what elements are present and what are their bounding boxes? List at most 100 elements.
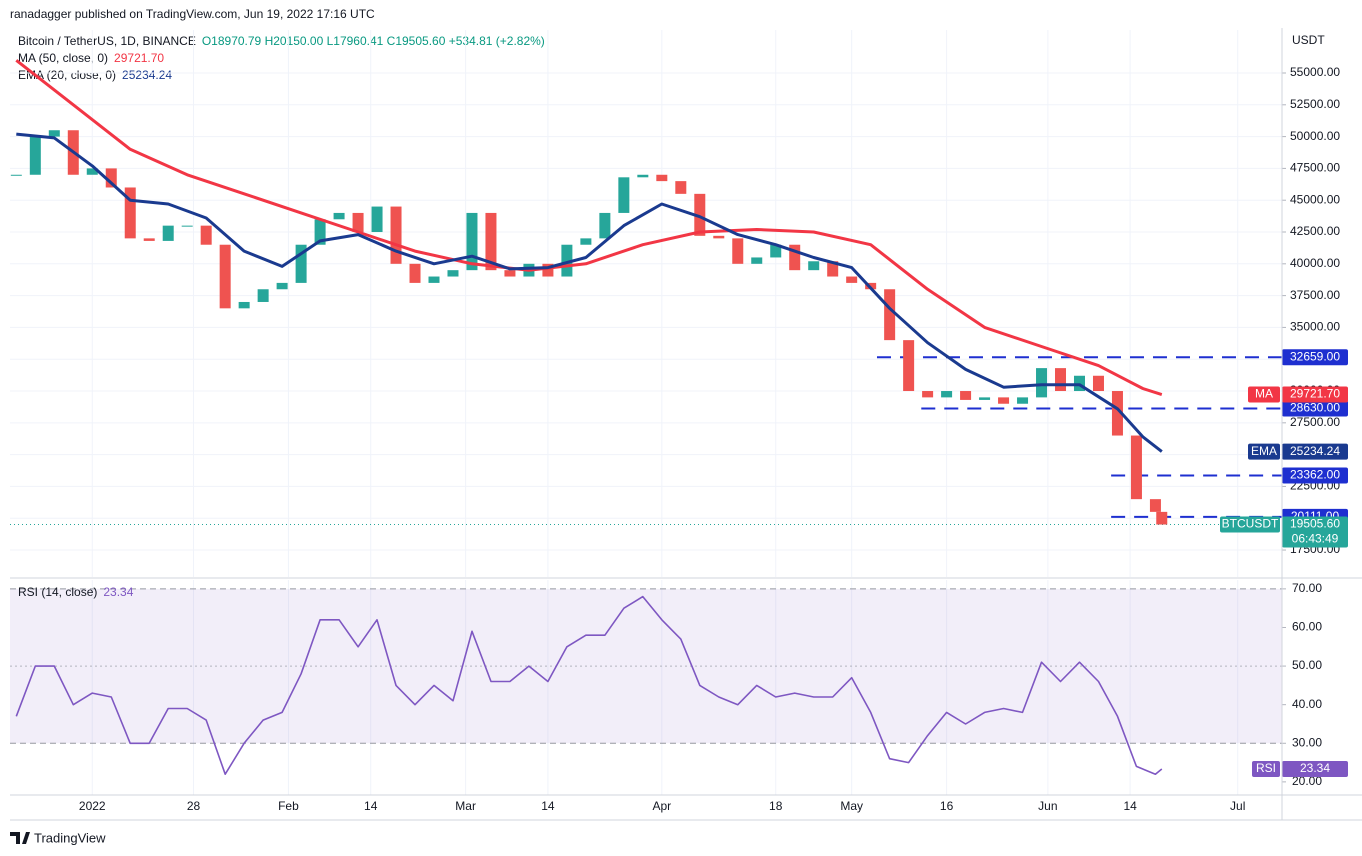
candle: [48, 130, 60, 137]
candle: [1017, 397, 1029, 404]
level-label: 28630.00: [1290, 401, 1340, 415]
candle: [504, 270, 516, 277]
candle: [257, 289, 269, 302]
rsi-legend-value: 23.34: [103, 585, 133, 599]
series-name-box: [1248, 386, 1280, 403]
candle: [618, 177, 630, 213]
y-tick-label: 40000.00: [1290, 256, 1340, 270]
candle: [751, 257, 763, 264]
logo-mark: [10, 832, 30, 844]
tradingview-logo: TradingView: [10, 830, 106, 845]
candle: [922, 391, 934, 398]
x-tick-label: May: [840, 799, 863, 813]
y-tick-label: 60.00: [1292, 620, 1322, 634]
candle: [162, 225, 174, 241]
candle: [295, 244, 307, 283]
y-tick-label: 55000.00: [1290, 65, 1340, 79]
candle: [979, 397, 991, 400]
rsi-legend: RSI (14, close) 23.34: [18, 585, 134, 599]
candle: [428, 276, 440, 283]
y-tick-label: 35000.00: [1290, 320, 1340, 334]
candle: [409, 263, 421, 283]
x-tick-label: 14: [1123, 799, 1137, 813]
candle: [105, 168, 117, 188]
x-tick-label: 14: [541, 799, 555, 813]
series-value-label: 29721.70: [1290, 387, 1340, 401]
rsi-name-box: [1252, 760, 1280, 777]
candle: [447, 270, 459, 277]
x-tick-label: Mar: [455, 799, 476, 813]
candle: [1149, 499, 1161, 512]
candle: [637, 174, 649, 178]
series-value-box: [1282, 443, 1348, 460]
candle: [599, 212, 611, 239]
candle: [371, 206, 383, 233]
candle: [656, 174, 668, 182]
rsi-title: RSI (14, close): [18, 585, 97, 599]
candle: [276, 282, 288, 290]
candle: [1036, 368, 1048, 398]
legend: Bitcoin / TetherUS, 1D, BINANCE O18970.79…: [18, 34, 545, 82]
price-axis-unit: USDT: [1292, 33, 1325, 47]
candle: [352, 212, 364, 233]
y-tick-label: 50.00: [1292, 658, 1322, 672]
candle: [960, 391, 972, 400]
candle: [827, 261, 839, 277]
candle: [884, 289, 896, 341]
candle: [1130, 435, 1142, 500]
symbol-label: BTCUSDT: [1222, 517, 1279, 531]
candle: [181, 225, 193, 227]
y-tick-label: 52500.00: [1290, 97, 1340, 111]
indicator-line: [16, 132, 1163, 453]
rsi-line: [15, 595, 1163, 775]
candle: [789, 244, 801, 271]
series-value-label: 25234.24: [1290, 444, 1340, 458]
y-tick-label: 40.00: [1292, 697, 1322, 711]
candle: [770, 244, 782, 258]
candle: [200, 225, 212, 245]
publisher: ranadagger published on TradingView.com,…: [10, 7, 375, 21]
y-tick-label: 45000.00: [1290, 192, 1340, 206]
series-name-box: [1248, 443, 1280, 460]
candle: [941, 391, 953, 398]
symbol-legend: Bitcoin / TetherUS, 1D, BINANCE O18970.79…: [18, 34, 545, 48]
level-label-box: [1282, 467, 1348, 484]
ema-legend: EMA (20, close, 0) 25234.24: [18, 68, 172, 82]
candle: [694, 193, 706, 236]
plot-layer: 2022 28 Feb 14 Mar 14 Apr 18 May 16 Jun 14 Jul17500.…: [10, 30, 1348, 813]
candle: [713, 235, 725, 239]
candle: [390, 206, 402, 264]
candle: [846, 276, 858, 283]
countdown: 06:43:49: [1292, 532, 1339, 546]
candle: [580, 238, 592, 245]
candle: [998, 397, 1010, 404]
x-tick-label: Jul: [1230, 799, 1245, 813]
candle: [485, 212, 497, 271]
rsi-short-name: RSI: [1256, 761, 1276, 775]
ema-value: 25234.24: [122, 68, 172, 82]
candle: [29, 136, 41, 175]
brand: TradingView: [34, 830, 106, 845]
y-tick-label: 30.00: [1292, 735, 1322, 749]
series-short-name: EMA: [1251, 444, 1277, 458]
ema-name: EMA (20, close, 0): [18, 68, 116, 82]
x-tick-label: Jun: [1038, 799, 1057, 813]
x-tick-label: 18: [769, 799, 783, 813]
level-label-box: [1282, 349, 1348, 366]
y-tick-label: 50000.00: [1290, 129, 1340, 143]
level-label: 23362.00: [1290, 468, 1340, 482]
y-tick-label: 42500.00: [1290, 224, 1340, 238]
x-tick-label: 14: [364, 799, 378, 813]
candle: [542, 263, 554, 277]
candle: [1156, 511, 1168, 525]
ma-value: 29721.70: [114, 51, 164, 65]
series-value-box: [1282, 386, 1348, 403]
x-tick-label: 2022: [79, 799, 106, 813]
indicator-line: [15, 59, 1163, 397]
rsi-value-label: 23.34: [1300, 761, 1330, 775]
x-tick-label: Apr: [652, 799, 671, 813]
candle: [675, 181, 687, 194]
candle: [143, 238, 155, 241]
y-tick-label: 20.00: [1292, 774, 1322, 788]
